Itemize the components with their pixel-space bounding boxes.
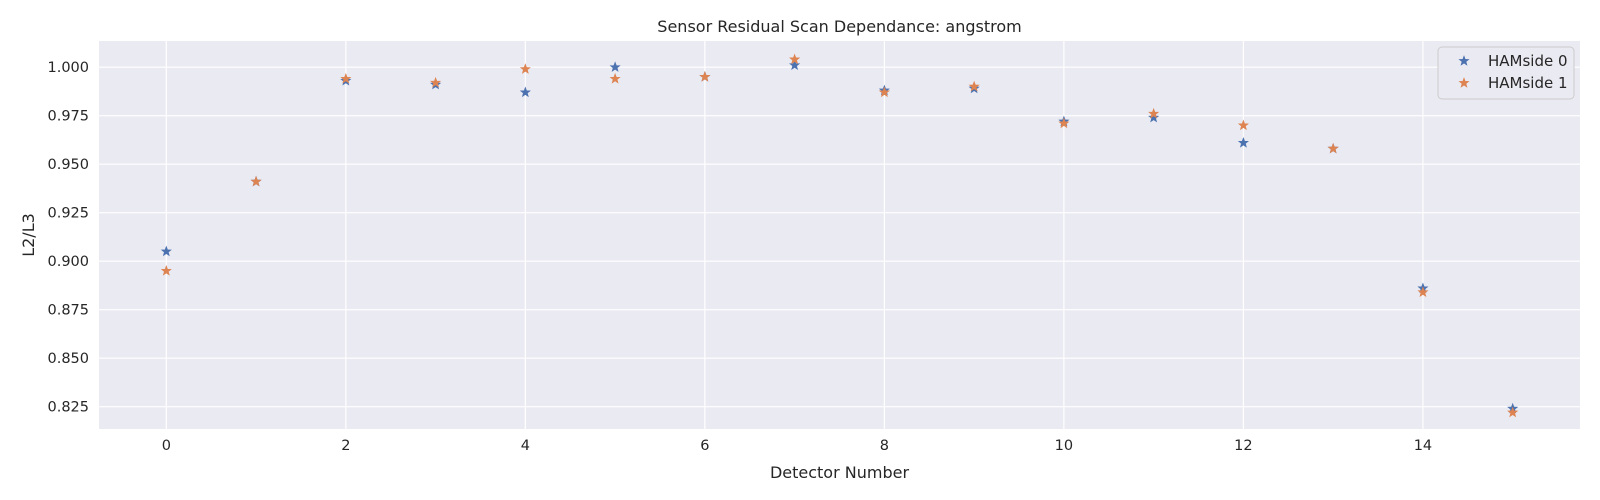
y-tick-label: 0.850 <box>47 351 89 367</box>
data-point <box>1327 142 1339 154</box>
legend: HAMside 0 HAMside 1 <box>1437 46 1575 100</box>
legend-box <box>1437 46 1575 100</box>
data-point <box>1417 286 1429 297</box>
y-tick-label: 0.900 <box>47 254 89 270</box>
data-point <box>340 72 352 84</box>
grid-lines <box>99 41 1580 429</box>
data-point <box>160 245 172 257</box>
x-tick-label: 2 <box>341 438 350 454</box>
x-tick-label: 4 <box>521 438 530 454</box>
x-tick-label: 12 <box>1234 438 1252 454</box>
data-point <box>1148 111 1160 123</box>
data-point <box>1058 117 1070 129</box>
x-tick-label: 6 <box>700 438 709 454</box>
y-tick-label: 0.875 <box>47 303 89 319</box>
data-point <box>430 76 442 88</box>
y-axis-label: L2/L3 <box>19 213 38 257</box>
y-tick-label: 0.825 <box>47 400 89 416</box>
data-point <box>519 63 531 74</box>
y-tick-label: 0.975 <box>47 109 89 125</box>
data-point <box>699 71 711 82</box>
series-1 <box>160 53 1519 418</box>
y-tick-label: 0.925 <box>47 206 89 222</box>
y-tick-label: 1.000 <box>47 60 89 76</box>
chart-title: Sensor Residual Scan Dependance: angstro… <box>657 17 1021 36</box>
data-point <box>1237 119 1249 131</box>
data-points <box>160 53 1519 418</box>
legend-label: HAMside 1 <box>1488 74 1568 92</box>
legend-label: HAMside 0 <box>1488 52 1568 70</box>
data-point <box>1237 136 1249 148</box>
x-axis-label: Detector Number <box>770 463 910 482</box>
data-point <box>609 72 621 84</box>
data-point <box>1148 107 1160 119</box>
data-point <box>519 86 531 98</box>
plot-background <box>99 41 1580 429</box>
data-point <box>1507 406 1519 418</box>
data-point <box>968 80 980 92</box>
x-tick-label: 8 <box>880 438 889 454</box>
legend-marker <box>1458 77 1470 88</box>
data-point <box>609 61 621 72</box>
data-point <box>789 59 801 70</box>
data-point <box>789 53 801 65</box>
y-tick-label: 0.950 <box>47 157 89 173</box>
legend-marker <box>1458 55 1470 66</box>
x-tick-label: 14 <box>1414 438 1432 454</box>
x-tick-label: 10 <box>1055 438 1073 454</box>
data-point <box>878 86 890 98</box>
x-tick-label: 0 <box>162 438 171 454</box>
data-point <box>160 265 172 276</box>
data-point <box>250 175 262 187</box>
axis-ticks: 0 2 4 6 8 10 12 14 0.825 0.850 0.875 0.900 0.925 0.95… <box>47 60 1432 454</box>
